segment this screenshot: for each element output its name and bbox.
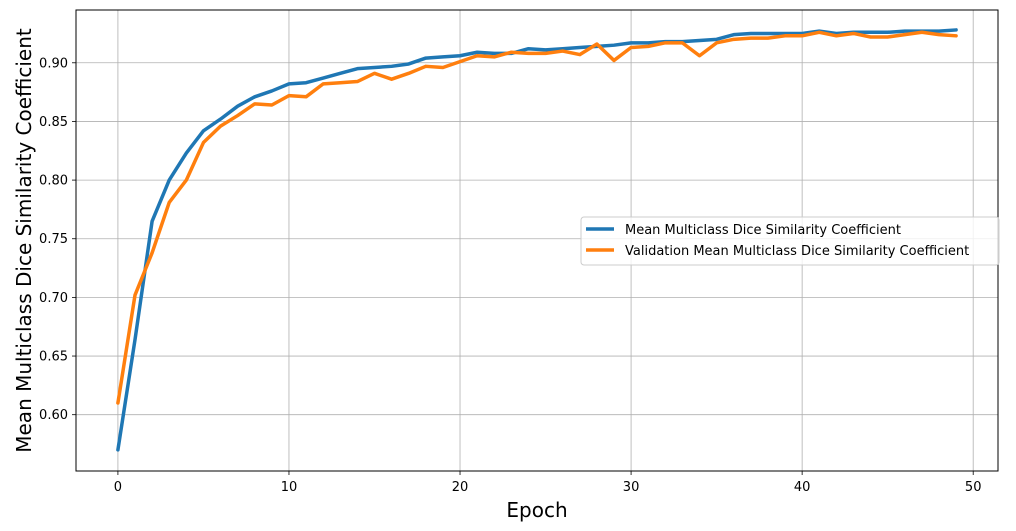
series-lines: [116, 28, 958, 452]
x-tick-label: 0: [114, 480, 122, 495]
y-tick-label: 0.60: [39, 408, 68, 423]
y-tick-label: 0.70: [39, 291, 68, 306]
y-tick-label: 0.65: [39, 350, 68, 365]
y-tick-label: 0.80: [39, 174, 68, 189]
y-tick-label: 0.85: [39, 115, 68, 130]
x-axis-title: Epoch: [506, 498, 567, 522]
y-tick-label: 0.75: [39, 232, 68, 247]
axis-ticks: 0 10 20 30 40 50 0.60 0.65 0.70 0.75 0.80 0.85 0.90: [39, 56, 981, 495]
y-tick-label: 0.90: [39, 56, 68, 71]
x-tick-label: 30: [623, 480, 640, 495]
x-tick-label: 10: [281, 480, 298, 495]
legend-box: [580, 216, 1000, 266]
x-tick-label: 40: [794, 480, 811, 495]
x-tick-label: 50: [965, 480, 982, 495]
series-line-validation: [116, 30, 958, 405]
legend-label-train: Mean Multiclass Dice Similarity Coeffici…: [625, 223, 901, 238]
legend-label-validation: Validation Mean Multiclass Dice Similari…: [625, 244, 969, 259]
x-tick-label: 20: [452, 480, 469, 495]
legend: Mean Multiclass Dice Similarity Coeffici…: [580, 216, 1000, 266]
y-axis-title: Mean Multiclass Dice Similarity Coeffici…: [12, 28, 36, 453]
